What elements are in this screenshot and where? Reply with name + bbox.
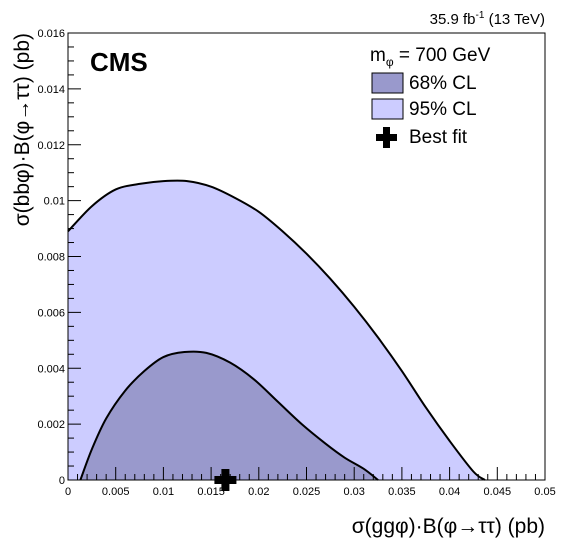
legend-label-cl68: 68% CL bbox=[409, 73, 477, 94]
y-tick-label: 0.014 bbox=[37, 84, 65, 96]
cl95-contour-line bbox=[67, 179, 486, 481]
x-tick-label: 0.015 bbox=[197, 486, 225, 498]
y-tick-label: 0 bbox=[59, 475, 65, 487]
y-tick-label: 0.004 bbox=[37, 363, 65, 375]
x-tick-label: 0.02 bbox=[248, 486, 269, 498]
y-axis: 0 0.002 0.004 0.006 0.008 0.01 0.012 0.014 0.016 bbox=[37, 28, 81, 487]
x-tick-label: 0.045 bbox=[484, 486, 512, 498]
x-tick-label: 0.005 bbox=[102, 486, 130, 498]
legend-label-cl95: 95% CL bbox=[409, 99, 477, 120]
legend-swatch-cl95 bbox=[371, 98, 404, 120]
x-tick-label: 0.04 bbox=[439, 486, 460, 498]
x-axis: 0 0.005 0.01 0.015 0.02 0.025 0.03 0.035 0.04 0.0… bbox=[65, 467, 556, 498]
x-tick-label: 0.05 bbox=[534, 486, 555, 498]
y-tick-label: 0.012 bbox=[37, 140, 65, 152]
legend-mass-label: mφ = 700 GeV bbox=[370, 45, 491, 69]
lumi-label: 35.9 fb-1 (13 TeV) bbox=[430, 10, 545, 28]
legend-swatch-cl68 bbox=[371, 72, 404, 94]
x-axis-title: σ(ggφ)·B(φ→ττ) (pb) bbox=[352, 515, 545, 538]
legend-label-bestfit: Best fit bbox=[409, 127, 468, 148]
cl68-contour-line bbox=[79, 350, 379, 481]
y-tick-label: 0.008 bbox=[37, 252, 65, 264]
y-tick-label: 0.01 bbox=[44, 196, 65, 208]
y-tick-label: 0.016 bbox=[37, 28, 65, 40]
x-tick-label: 0.01 bbox=[153, 486, 174, 498]
y-tick-label: 0.006 bbox=[37, 307, 65, 319]
experiment-label: CMS bbox=[90, 47, 148, 77]
legend-bestfit-marker bbox=[376, 127, 397, 148]
y-tick-label: 0.002 bbox=[37, 419, 65, 431]
y-axis-title: σ(bbφ)·B(φ→ττ) (pb) bbox=[11, 33, 34, 226]
x-tick-label: 0 bbox=[65, 486, 71, 498]
legend: mφ = 700 GeV 68% CL 95% CL Best fit bbox=[370, 45, 491, 148]
x-tick-label: 0.03 bbox=[343, 486, 364, 498]
x-tick-label: 0.025 bbox=[293, 486, 321, 498]
cl68-region bbox=[80, 351, 379, 480]
x-tick-label: 0.035 bbox=[388, 486, 416, 498]
plot-area bbox=[67, 179, 486, 491]
